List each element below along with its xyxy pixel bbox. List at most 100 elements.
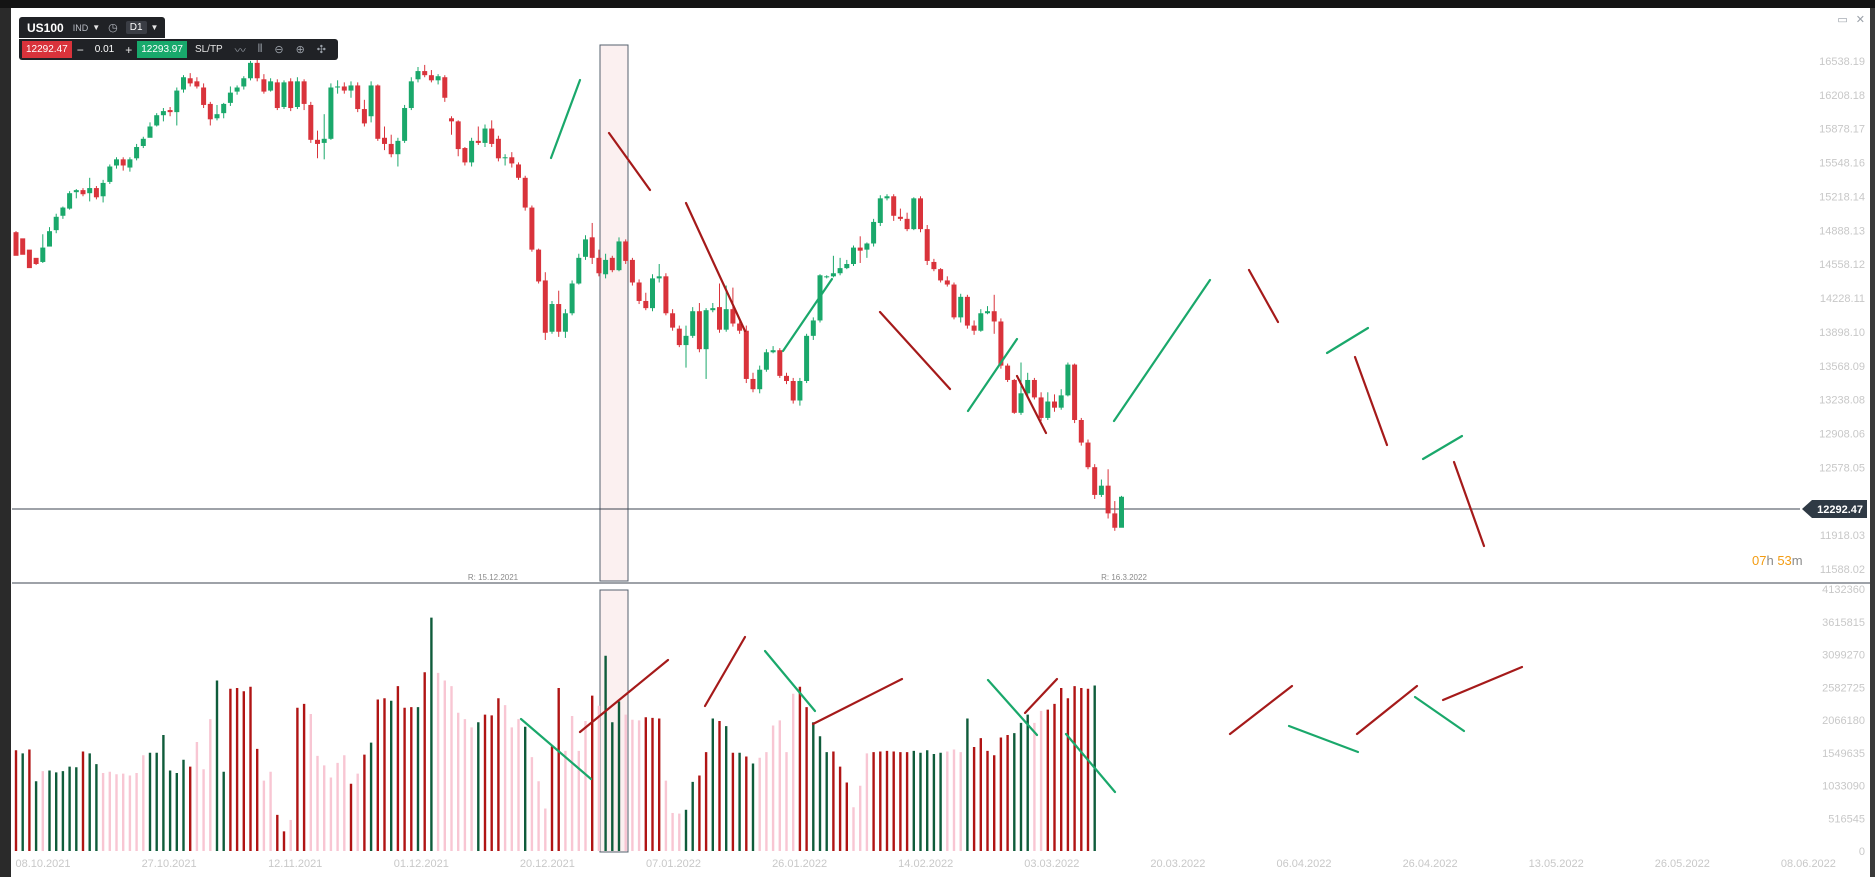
candle-body [576, 257, 582, 284]
sltp-button[interactable]: SL/TP [194, 44, 223, 55]
candle-body [777, 350, 783, 376]
candle-body [844, 264, 850, 269]
close-icon[interactable]: ✕ [1855, 14, 1865, 26]
trade-row: 12292.47 − 0.01 + 12293.97 SL/TP 〰 ⫴ ⊖ ⊕… [19, 39, 338, 60]
trend-line-drawing [1023, 677, 1059, 715]
candle-body [851, 247, 856, 265]
candle-body [321, 138, 327, 143]
trend-line-drawing [519, 717, 593, 781]
candle-body [87, 188, 93, 194]
candle-body [1052, 401, 1057, 408]
line-chart-icon[interactable]: 〰 [234, 44, 246, 57]
volume-input[interactable]: 0.01 [94, 44, 115, 55]
candle-body [442, 77, 448, 98]
candle-body [13, 232, 19, 256]
candle-body [234, 87, 240, 92]
candle-body [703, 310, 709, 350]
candle-body [127, 159, 133, 168]
zoom-out-icon[interactable]: ⊖ [274, 44, 284, 56]
candle-body [1085, 442, 1091, 468]
candle-body [1105, 485, 1111, 514]
candle-body [991, 311, 997, 322]
candle-body [33, 257, 39, 265]
candle-body [20, 238, 26, 255]
candle-body [47, 231, 52, 247]
candle-body [341, 86, 347, 91]
volume-increase-button[interactable]: + [125, 42, 133, 57]
volume-axis-tick: 2066180 [1822, 715, 1865, 727]
date-axis-tick: 20.03.2022 [1150, 858, 1205, 870]
volume-decrease-button[interactable]: − [76, 42, 84, 57]
candle-countdown: 07h 53m [1752, 553, 1803, 568]
candle-body [998, 321, 1004, 366]
candle-body [355, 85, 361, 110]
zoom-in-icon[interactable]: ⊕ [295, 44, 305, 56]
candle-body [663, 276, 669, 314]
volume-axis-tick: 1549635 [1822, 748, 1865, 760]
candle-body [181, 77, 186, 90]
volume-axis-tick: 516545 [1828, 813, 1865, 825]
volume-axis-tick: 3099270 [1822, 650, 1865, 662]
price-axis-tick: 15548.16 [1819, 158, 1865, 170]
price-axis-tick: 15878.17 [1819, 124, 1865, 136]
candle-body [864, 243, 870, 250]
sell-price-button[interactable]: 12292.47 [22, 41, 72, 58]
candle-body [958, 296, 964, 318]
candle-body [382, 137, 387, 144]
symbol-dropdown-icon[interactable]: ▼ [92, 23, 101, 32]
candle-body [174, 90, 180, 113]
volume-axis-tick: 4132360 [1822, 584, 1865, 596]
timeframe-select[interactable]: D1 [125, 21, 147, 34]
candle-body [1018, 393, 1024, 413]
buy-price-button[interactable]: 12293.97 [137, 41, 187, 58]
candle-body [294, 81, 300, 107]
candle-body [944, 280, 950, 285]
candle-body [274, 82, 280, 109]
market-label: IND [72, 22, 89, 33]
candle-body [301, 81, 307, 104]
trend-line-drawing [1452, 460, 1486, 548]
candle-body [67, 193, 73, 209]
minimize-icon[interactable]: ▭ [1837, 14, 1848, 26]
candle-body [897, 216, 903, 219]
volume-axis-tick: 0 [1859, 846, 1865, 858]
date-axis-tick: 14.02.2022 [898, 858, 953, 870]
date-axis-tick: 13.05.2022 [1529, 858, 1584, 870]
crosshair-icon[interactable]: ✣ [316, 44, 327, 56]
candle-body [670, 313, 676, 328]
candle-body [248, 62, 253, 79]
candle-body [1065, 364, 1071, 396]
price-axis-tick: 13898.10 [1819, 327, 1865, 339]
countdown-hours-unit: h [1766, 553, 1774, 568]
candle-body [315, 139, 320, 144]
candle-body [871, 221, 877, 244]
candle-body [160, 111, 166, 116]
price-axis-tick: 13568.09 [1819, 361, 1865, 373]
trend-line-drawing [1413, 695, 1466, 733]
price-axis-tick: 12908.06 [1819, 429, 1865, 441]
candle-body [964, 296, 970, 326]
trend-line-drawing [811, 677, 904, 726]
candle-body [904, 218, 910, 230]
candle-body [656, 276, 662, 279]
indicators-icon[interactable]: ⫴ [257, 43, 263, 55]
symbol-label[interactable]: US100 [27, 20, 64, 35]
candle-body [629, 259, 635, 283]
window-controls: ▭ ✕ [1832, 13, 1865, 26]
trend-line-drawing [1325, 326, 1370, 355]
price-axis-tick: 16538.19 [1819, 56, 1865, 68]
candle-body [167, 110, 173, 113]
date-axis-tick: 27.10.2021 [142, 858, 197, 870]
candle-body [717, 307, 722, 330]
timeframe-dropdown-icon[interactable]: ▼ [150, 23, 159, 32]
candle-body [1092, 467, 1098, 495]
date-axis-tick: 08.06.2022 [1781, 858, 1836, 870]
candle-body [1011, 379, 1017, 413]
clock-icon[interactable]: ◷ [108, 22, 118, 34]
volume-axis-tick: 2582725 [1822, 682, 1865, 694]
trend-line-drawing [1441, 665, 1524, 702]
candle-body [696, 311, 702, 350]
candle-body [1078, 419, 1084, 443]
trend-line-drawing [1355, 684, 1419, 736]
